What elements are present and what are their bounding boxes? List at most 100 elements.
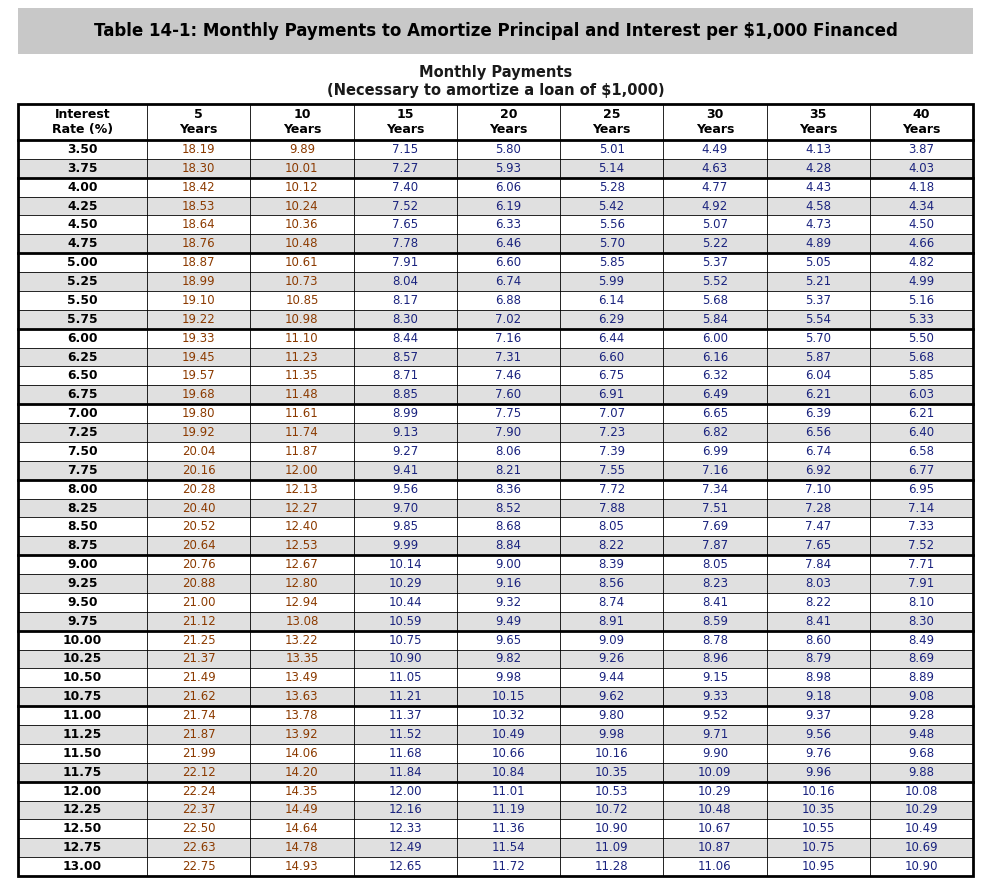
Bar [18, 253, 973, 272]
Text: 18.99: 18.99 [182, 275, 215, 288]
Text: 8.91: 8.91 [599, 615, 624, 627]
Bar [18, 517, 973, 536]
Text: 7.39: 7.39 [599, 445, 624, 458]
Text: 8.78: 8.78 [702, 633, 728, 647]
Text: 4.13: 4.13 [805, 143, 831, 156]
Text: 13.92: 13.92 [285, 728, 319, 741]
Text: 6.40: 6.40 [909, 426, 935, 439]
Text: 9.70: 9.70 [392, 501, 418, 515]
Text: 4.73: 4.73 [805, 219, 831, 231]
Text: 4.66: 4.66 [909, 237, 935, 250]
Text: 12.00: 12.00 [285, 463, 319, 477]
Text: 20.52: 20.52 [182, 520, 215, 533]
Text: 5.68: 5.68 [909, 351, 935, 363]
Text: 9.49: 9.49 [496, 615, 521, 627]
Text: 10.75: 10.75 [62, 690, 102, 703]
Text: 40
Years: 40 Years [902, 108, 940, 136]
Text: 6.46: 6.46 [496, 237, 521, 250]
Bar [18, 197, 973, 215]
Text: 9.71: 9.71 [702, 728, 728, 741]
Text: 22.50: 22.50 [182, 822, 215, 835]
Text: 9.89: 9.89 [288, 143, 315, 156]
Text: 14.93: 14.93 [285, 860, 319, 873]
Text: 7.33: 7.33 [909, 520, 935, 533]
Bar [18, 499, 973, 517]
Text: 11.06: 11.06 [698, 860, 731, 873]
Text: 21.87: 21.87 [182, 728, 215, 741]
Bar [18, 801, 973, 820]
Text: 6.56: 6.56 [805, 426, 831, 439]
Text: 9.56: 9.56 [392, 483, 418, 495]
Text: 11.72: 11.72 [492, 860, 525, 873]
Text: 11.87: 11.87 [285, 445, 319, 458]
Bar [18, 424, 973, 442]
Text: 18.53: 18.53 [182, 199, 215, 213]
Bar [18, 461, 973, 479]
Text: 4.99: 4.99 [909, 275, 935, 288]
Text: 11.48: 11.48 [285, 388, 319, 401]
Text: 10.08: 10.08 [905, 785, 938, 797]
Text: 10.35: 10.35 [595, 766, 628, 779]
Text: 7.27: 7.27 [392, 162, 418, 175]
Text: 21.99: 21.99 [181, 747, 216, 760]
Text: 8.68: 8.68 [496, 520, 521, 533]
Text: 7.88: 7.88 [599, 501, 624, 515]
Text: 10.66: 10.66 [492, 747, 525, 760]
Bar [18, 857, 973, 876]
Text: 9.08: 9.08 [909, 690, 935, 703]
Bar [18, 442, 973, 461]
Text: 7.31: 7.31 [496, 351, 521, 363]
Text: 19.92: 19.92 [181, 426, 216, 439]
Text: 12.50: 12.50 [62, 822, 102, 835]
Text: 7.00: 7.00 [67, 408, 98, 420]
Text: 5.70: 5.70 [599, 237, 624, 250]
Bar [18, 272, 973, 291]
Text: 9.27: 9.27 [392, 445, 418, 458]
Text: 10.49: 10.49 [905, 822, 938, 835]
Text: 7.52: 7.52 [392, 199, 418, 213]
Text: 4.77: 4.77 [702, 181, 728, 194]
Text: 10.67: 10.67 [698, 822, 731, 835]
Text: 20.64: 20.64 [182, 540, 215, 552]
Text: 9.44: 9.44 [599, 672, 624, 684]
Text: 9.28: 9.28 [909, 709, 935, 722]
Text: 4.63: 4.63 [702, 162, 728, 175]
Text: 8.05: 8.05 [599, 520, 624, 533]
Text: 20.04: 20.04 [182, 445, 215, 458]
Text: 7.65: 7.65 [805, 540, 831, 552]
Text: 8.96: 8.96 [702, 652, 728, 665]
Text: 9.96: 9.96 [805, 766, 831, 779]
Text: 13.22: 13.22 [285, 633, 319, 647]
Text: 6.06: 6.06 [496, 181, 521, 194]
Text: 11.84: 11.84 [388, 766, 422, 779]
Text: 8.79: 8.79 [805, 652, 831, 665]
Text: 11.52: 11.52 [388, 728, 422, 741]
Text: 5.07: 5.07 [702, 219, 728, 231]
Text: 6.32: 6.32 [702, 369, 728, 383]
Text: 6.99: 6.99 [702, 445, 728, 458]
Text: 7.16: 7.16 [496, 331, 521, 345]
Text: 4.58: 4.58 [805, 199, 831, 213]
Text: Monthly Payments: Monthly Payments [419, 65, 572, 80]
Text: 8.17: 8.17 [392, 294, 418, 307]
Text: 3.87: 3.87 [909, 143, 935, 156]
Text: 11.10: 11.10 [285, 331, 319, 345]
Text: 8.69: 8.69 [909, 652, 935, 665]
Text: 5
Years: 5 Years [179, 108, 218, 136]
Text: 10.16: 10.16 [802, 785, 835, 797]
Text: 9.88: 9.88 [909, 766, 935, 779]
Text: 7.34: 7.34 [702, 483, 728, 495]
Text: 5.68: 5.68 [702, 294, 728, 307]
Text: 12.00: 12.00 [388, 785, 422, 797]
Text: 8.00: 8.00 [67, 483, 98, 495]
Text: 11.68: 11.68 [388, 747, 422, 760]
Text: 19.80: 19.80 [182, 408, 215, 420]
Text: 9.41: 9.41 [392, 463, 418, 477]
Text: 14.64: 14.64 [285, 822, 319, 835]
Text: 5.21: 5.21 [805, 275, 831, 288]
Text: 22.24: 22.24 [181, 785, 216, 797]
Text: 14.35: 14.35 [285, 785, 319, 797]
Text: 5.37: 5.37 [805, 294, 831, 307]
Text: 6.58: 6.58 [909, 445, 935, 458]
Text: 12.49: 12.49 [388, 841, 422, 854]
